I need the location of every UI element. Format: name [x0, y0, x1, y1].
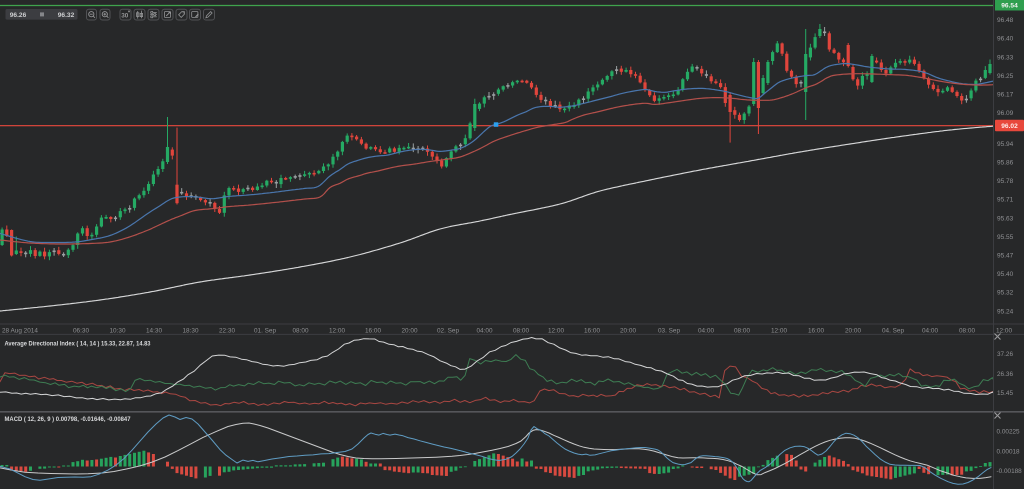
svg-text:0.00018: 0.00018 [997, 449, 1021, 456]
svg-text:12:00: 12:00 [771, 328, 787, 335]
svg-text:-0.00188: -0.00188 [997, 468, 1023, 475]
svg-text:02. Sep: 02. Sep [437, 328, 459, 335]
svg-text:20:00: 20:00 [620, 328, 636, 335]
svg-text:95.24: 95.24 [997, 308, 1014, 315]
svg-text:28 Aug 2014: 28 Aug 2014 [2, 328, 38, 335]
svg-text:96.32: 96.32 [58, 12, 75, 19]
svg-text:03. Sep: 03. Sep [658, 328, 680, 335]
svg-text:95.32: 95.32 [997, 290, 1014, 297]
svg-text:95.55: 95.55 [997, 234, 1014, 241]
svg-text:95.78: 95.78 [997, 178, 1014, 185]
svg-text:96.48: 96.48 [997, 17, 1014, 24]
svg-text:12:00: 12:00 [996, 328, 1012, 335]
svg-text:04:00: 04:00 [477, 328, 493, 335]
svg-text:06:30: 06:30 [73, 328, 89, 335]
svg-text:08:00: 08:00 [293, 328, 309, 335]
svg-text:96.26: 96.26 [10, 12, 27, 19]
svg-text:96.02: 96.02 [1001, 123, 1018, 130]
svg-text:96.25: 96.25 [997, 73, 1014, 80]
svg-text:08:00: 08:00 [513, 328, 529, 335]
svg-text:15.45: 15.45 [997, 390, 1013, 397]
svg-text:16:00: 16:00 [584, 328, 600, 335]
svg-text:MACD ( 12, 26, 9 ) 0.00798, -0: MACD ( 12, 26, 9 ) 0.00798, -0.01646, -0… [5, 416, 131, 423]
svg-text:16:00: 16:00 [365, 328, 381, 335]
svg-text:96.33: 96.33 [997, 54, 1014, 61]
svg-text:16:00: 16:00 [808, 328, 824, 335]
svg-text:12:00: 12:00 [548, 328, 564, 335]
svg-text:20:00: 20:00 [845, 328, 861, 335]
svg-text:96.54: 96.54 [1001, 3, 1018, 10]
svg-text:Average Directional Index ( 14: Average Directional Index ( 14, 14 ) 15.… [5, 341, 151, 348]
svg-text:96.09: 96.09 [997, 110, 1014, 117]
svg-text:95.47: 95.47 [997, 253, 1014, 260]
svg-text:14:30: 14:30 [146, 328, 162, 335]
svg-text:04:00: 04:00 [922, 328, 938, 335]
svg-text:95.40: 95.40 [997, 271, 1014, 278]
svg-text:04. Sep: 04. Sep [882, 328, 904, 335]
svg-text:96.17: 96.17 [997, 92, 1014, 99]
svg-text:26.36: 26.36 [997, 371, 1013, 378]
svg-text:04:00: 04:00 [698, 328, 714, 335]
svg-text:37.26: 37.26 [997, 351, 1013, 358]
svg-text:10:30: 10:30 [110, 328, 126, 335]
svg-text:08:00: 08:00 [959, 328, 975, 335]
svg-text:30: 30 [121, 12, 129, 19]
svg-text:01. Sep: 01. Sep [254, 328, 276, 335]
svg-text:95.94: 95.94 [997, 141, 1014, 148]
svg-text:95.63: 95.63 [997, 215, 1014, 222]
svg-text:20:00: 20:00 [402, 328, 418, 335]
svg-text:95.71: 95.71 [997, 197, 1014, 204]
svg-text:18:30: 18:30 [183, 328, 199, 335]
svg-text:96.40: 96.40 [997, 36, 1014, 43]
svg-text:12:00: 12:00 [329, 328, 345, 335]
svg-text:22:30: 22:30 [219, 328, 235, 335]
svg-text:08:00: 08:00 [734, 328, 750, 335]
svg-text:0.00225: 0.00225 [997, 429, 1021, 436]
svg-text:95.86: 95.86 [997, 160, 1014, 167]
